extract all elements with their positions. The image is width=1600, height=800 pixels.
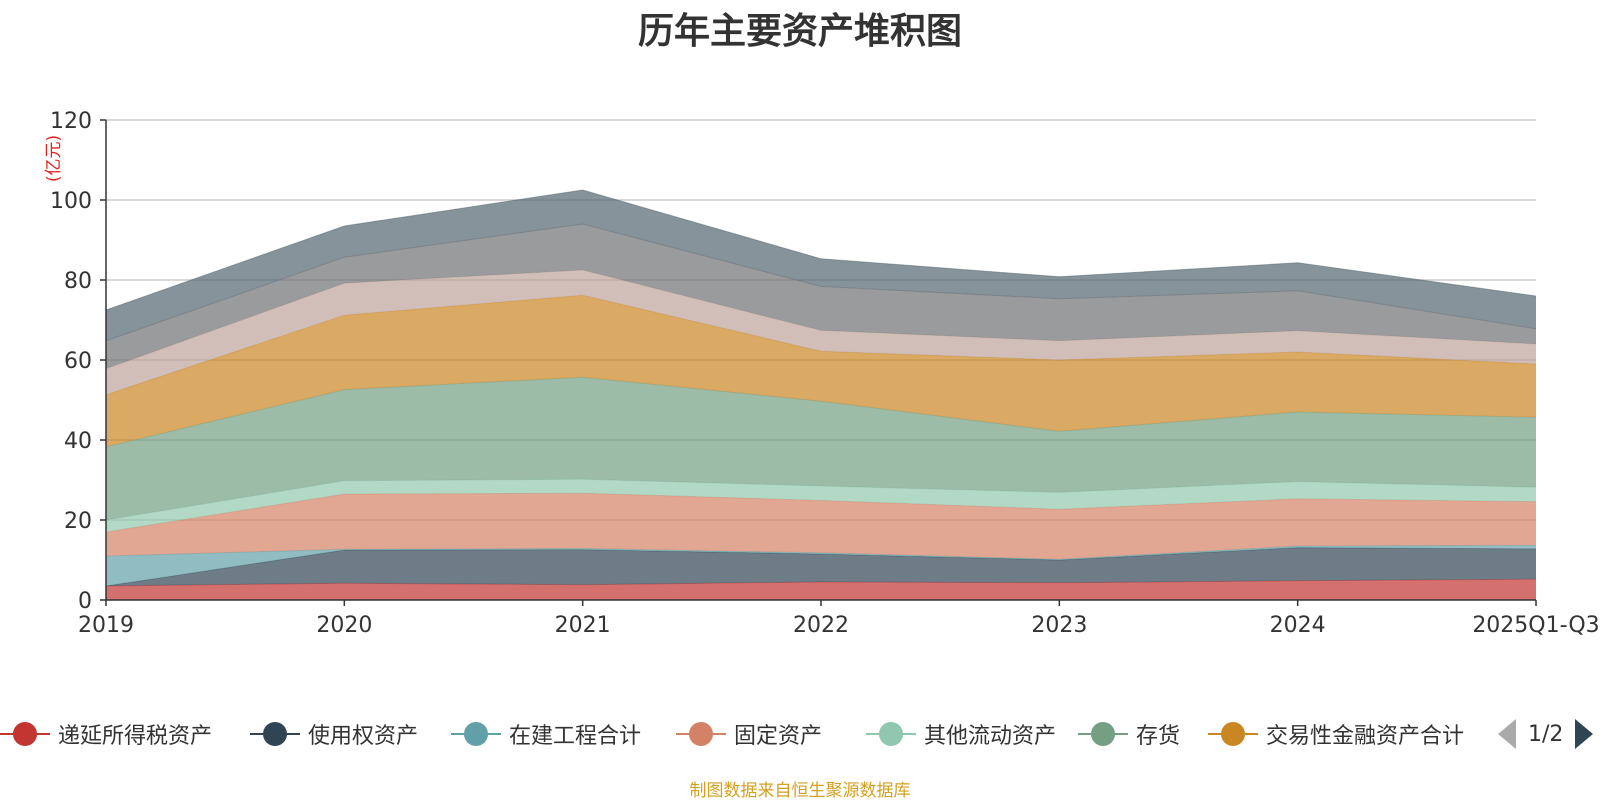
area-series-7[interactable]: [106, 270, 1536, 395]
x-tick-label-0: 2019: [78, 613, 134, 638]
area-series-4[interactable]: [106, 479, 1536, 532]
y-tick-label-20: 20: [64, 509, 92, 534]
x-tick-label-6: 2025Q1-Q3: [1472, 613, 1599, 638]
legend-marker-icon: [451, 722, 501, 746]
legend-item-4[interactable]: 其他流动资产: [866, 714, 1056, 754]
legend-label: 存货: [1136, 724, 1181, 749]
x-tick-label-4: 2023: [1031, 613, 1087, 638]
area-series-1[interactable]: [106, 547, 1536, 586]
x-tick-label-5: 2024: [1270, 613, 1326, 638]
legend-label: 使用权资产: [308, 724, 419, 749]
legend-item-1[interactable]: 使用权资产: [250, 714, 418, 754]
area-series-8[interactable]: [106, 224, 1536, 369]
y-tick-label-120: 120: [50, 109, 92, 134]
legend-marker-icon: [866, 722, 916, 746]
legend-item-2[interactable]: 在建工程合计: [451, 714, 641, 754]
y-tick-label-40: 40: [64, 429, 92, 454]
legend-label: 交易性金融资产合计: [1266, 724, 1465, 749]
legend-label: 递延所得税资产: [58, 724, 213, 749]
area-series-2[interactable]: [106, 545, 1536, 586]
pager-prev-icon[interactable]: [1498, 719, 1516, 749]
stacked-area-chart: 0 20 40 60 80 100 120 2019 2020 2021 2022 2023 2024 2…: [50, 109, 1600, 638]
area-series-5[interactable]: [106, 377, 1536, 520]
legend-label: 其他流动资产: [924, 724, 1057, 749]
x-tick-label-3: 2022: [793, 613, 849, 638]
legend-item-5[interactable]: 存货: [1078, 714, 1180, 754]
y-tick-label-100: 100: [50, 189, 92, 214]
legend-pager: 1/2: [1498, 714, 1594, 754]
legend: 递延所得税资产 使用权资产 在建工程合计 固定资产 其他流动资产 存货 交易性金融资产合计: [0, 714, 1600, 754]
legend-marker-icon: [1208, 722, 1258, 746]
legend-item-0[interactable]: 递延所得税资产: [0, 714, 212, 754]
pager-next-icon[interactable]: [1575, 719, 1594, 749]
source-note: 制图数据来自恒生聚源数据库: [689, 781, 911, 800]
area-series-3[interactable]: [106, 493, 1536, 560]
area-series-9[interactable]: [106, 190, 1536, 341]
legend-label: 固定资产: [734, 724, 823, 749]
chart-title: 历年主要资产堆积图: [637, 11, 962, 52]
legend-marker-icon: [676, 722, 726, 746]
legend-marker-icon: [0, 722, 50, 746]
legend-item-3[interactable]: 固定资产: [676, 714, 822, 754]
x-tick-label-2: 2021: [555, 613, 611, 638]
legend-marker-icon: [1078, 722, 1128, 746]
y-tick-label-80: 80: [64, 269, 92, 294]
legend-item-6[interactable]: 交易性金融资产合计: [1208, 714, 1464, 754]
area-series-6[interactable]: [106, 295, 1536, 447]
y-tick-label-60: 60: [64, 349, 92, 374]
area-edge-9: [105, 189, 1537, 311]
pager-text: 1/2: [1528, 721, 1564, 747]
y-tick-label-0: 0: [78, 589, 92, 614]
x-tick-label-1: 2020: [316, 613, 372, 638]
legend-marker-icon: [250, 722, 300, 746]
legend-label: 在建工程合计: [509, 724, 642, 749]
